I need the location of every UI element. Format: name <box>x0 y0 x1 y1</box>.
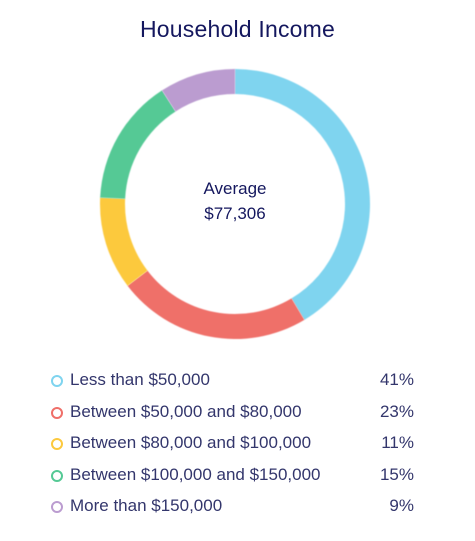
legend-label: Between $100,000 and $150,000 <box>70 464 321 484</box>
legend-marker-icon <box>51 406 63 419</box>
legend-value: 11% <box>381 433 414 452</box>
center-label-line-2: $77,306 <box>204 204 266 223</box>
donut-slice-100k-150k[interactable] <box>100 90 176 199</box>
legend-label: Between $50,000 and $80,000 <box>70 401 302 421</box>
legend-marker-icon <box>51 501 63 513</box>
legend-label: Between $80,000 and $100,000 <box>70 433 312 452</box>
legend: Less than $50,000 41% Between $50,000 an… <box>48 368 418 526</box>
legend-value: 23% <box>379 401 414 421</box>
donut-slice-50k-80k[interactable] <box>127 270 305 339</box>
center-label: Average $77,306 <box>135 176 335 226</box>
chart-title: Household Income <box>140 16 335 42</box>
legend-marker-icon <box>51 375 63 387</box>
legend-item[interactable]: More than $150,000 9% <box>48 494 418 526</box>
donut-slice-80k-100k[interactable] <box>99 197 148 286</box>
legend-label: Less than $50,000 <box>70 370 210 389</box>
legend-item[interactable]: Between $50,000 and $80,000 23% <box>48 400 418 432</box>
donut-slice-less-than-50k[interactable] <box>235 69 370 320</box>
legend-item[interactable]: Less than $50,000 41% <box>48 368 418 400</box>
donut-slice-more-than-150k[interactable] <box>162 69 235 112</box>
legend-item[interactable]: Between $80,000 and $100,000 11% <box>48 431 418 463</box>
legend-value: 9% <box>389 496 414 515</box>
center-label-line-1: Average <box>203 179 267 198</box>
legend-value: 15% <box>379 464 414 484</box>
legend-value: 41% <box>379 370 414 389</box>
legend-marker-icon <box>51 438 63 450</box>
legend-marker-icon <box>51 469 63 482</box>
donut-chart <box>99 69 370 339</box>
legend-item[interactable]: Between $100,000 and $150,000 15% <box>48 463 418 495</box>
legend-label: More than $150,000 <box>70 496 223 515</box>
